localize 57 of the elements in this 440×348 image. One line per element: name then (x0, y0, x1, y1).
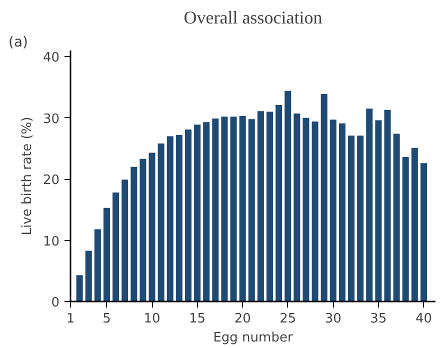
x-tick-label: 40 (415, 312, 432, 326)
bar (184, 129, 192, 302)
bar (330, 120, 336, 302)
x-tick-label: 15 (189, 312, 206, 326)
x-tick-label: 1 (66, 312, 75, 326)
bar (348, 136, 355, 302)
chart-title: Overall association (184, 8, 322, 28)
x-tick-label: 35 (370, 312, 387, 326)
bar (140, 158, 146, 302)
bar (230, 116, 237, 302)
bar (212, 118, 219, 302)
bar (393, 134, 400, 302)
x-tick-label: 25 (280, 312, 296, 326)
bar (176, 134, 182, 302)
bar (112, 192, 120, 302)
bar (375, 120, 382, 302)
bar (166, 136, 174, 302)
bar (294, 114, 300, 302)
bar (94, 229, 101, 302)
x-tick-label: 20 (234, 312, 251, 326)
x-axis-title: Egg number (213, 330, 294, 346)
bar (122, 180, 128, 302)
y-tick-label: 40 (42, 50, 60, 66)
bar (402, 157, 409, 302)
bar (420, 163, 427, 302)
bar (266, 112, 274, 302)
bar (130, 166, 138, 302)
y-tick-label: 30 (42, 112, 60, 127)
bar (148, 152, 156, 302)
bar (384, 110, 391, 302)
y-axis-title: Live birth rate (%) (20, 116, 35, 236)
x-tick-label: 30 (324, 312, 342, 326)
bar (276, 104, 282, 302)
bar (284, 90, 292, 302)
bar (203, 122, 210, 302)
bar (257, 111, 264, 302)
bar (320, 94, 328, 302)
x-tick-label: 10 (144, 312, 160, 326)
bar (357, 136, 364, 302)
x-tick-label: 5 (102, 312, 111, 326)
bar (239, 116, 246, 302)
bar (103, 208, 110, 302)
y-tick-label: 10 (42, 234, 60, 250)
bar (158, 144, 164, 302)
bar (312, 122, 318, 302)
text: (a) (8, 34, 28, 50)
bar (302, 118, 310, 302)
y-tick-label: 0 (51, 296, 60, 310)
bar (221, 116, 228, 302)
bar (76, 275, 83, 302)
bar (411, 148, 418, 302)
bar (338, 123, 346, 302)
bar (194, 124, 201, 302)
bar (85, 250, 92, 302)
y-tick-label: 20 (42, 173, 60, 188)
bar (366, 108, 373, 302)
bar (248, 119, 255, 302)
